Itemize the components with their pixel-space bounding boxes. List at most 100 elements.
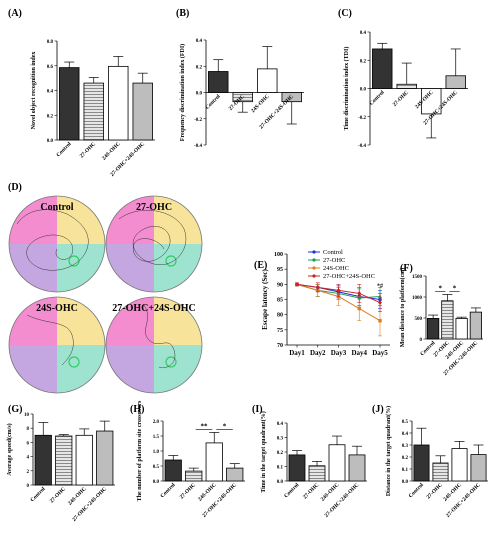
quadrant <box>57 345 105 393</box>
y-tick-label: 0.0 <box>47 139 54 144</box>
maze-3: 27-OHC+24S-OHC <box>105 296 203 394</box>
quadrant <box>106 345 154 393</box>
x-tick-label: Control <box>205 93 222 110</box>
y-axis-label: Time discrimination index (TDI) <box>343 47 350 131</box>
y-tick-label: 1.0 <box>153 450 160 455</box>
y-tick-label: 10 <box>24 413 30 418</box>
data-point <box>378 300 382 305</box>
legend-marker <box>312 274 316 278</box>
maze-1: 27-OHC <box>105 195 203 293</box>
maze-title: 27-OHC+24S-OHC <box>112 303 195 314</box>
pool-outline <box>8 296 106 394</box>
y-tick-label: 1.5 <box>153 435 160 440</box>
bar <box>132 82 153 141</box>
quadrant <box>106 196 154 244</box>
quadrant <box>9 297 57 345</box>
quadrant <box>57 196 105 244</box>
y-axis-label: The number of platform site crossovers <box>137 400 143 501</box>
legend-marker <box>312 250 316 254</box>
quadrant <box>57 244 105 292</box>
y-tick-label: 0.8 <box>47 40 54 45</box>
x-tick-label: Control <box>56 141 73 158</box>
y-tick-label: 2.0 <box>153 420 160 425</box>
y-tick-label: 70 <box>277 343 283 349</box>
bar <box>257 68 278 93</box>
x-tick-label: 24S-OHC <box>67 486 87 506</box>
y-tick-label: 4 <box>27 456 30 461</box>
maze-title: Control <box>40 202 73 213</box>
x-tick-label: 24S-OHC <box>101 141 121 161</box>
quadrant <box>106 297 154 345</box>
y-tick-label: 0.4 <box>196 39 203 44</box>
quadrant <box>154 297 202 345</box>
maze-title: 24S-OHC <box>36 303 78 314</box>
x-tick-label: 24S-OHC <box>250 94 270 114</box>
bar <box>205 442 223 482</box>
significance-label: * <box>439 284 443 292</box>
quadrant <box>9 345 57 393</box>
legend-label: 27-OHC+24S-OHC <box>323 273 375 280</box>
bar <box>427 318 440 340</box>
significance-label: * <box>223 422 227 430</box>
x-tick-label: Control <box>30 486 47 503</box>
panel-D: (D) Control 27-OHC 24S-OHC 27-OHC+24S-OHC <box>8 182 203 394</box>
x-tick-label: 27-OHC <box>79 141 97 159</box>
panel-F: (F) 0 500 1000 1500 Mean distance to platform… <box>399 263 483 377</box>
y-axis-label: Distance in the target quadrant(%) <box>385 406 392 496</box>
y-tick-label: 0.4 <box>360 31 367 36</box>
y-tick-label: 0.3 <box>277 437 284 442</box>
quadrant <box>154 196 202 244</box>
legend-label: 24S-OHC <box>323 265 349 272</box>
panel-H: (H) 0.0 0.5 1.0 1.5 2.0 The number of platform… <box>130 400 245 519</box>
x-tick-label: 27-OHC <box>302 482 320 500</box>
y-tick-label: 0.2 <box>277 451 284 456</box>
quadrant <box>57 297 105 345</box>
y-tick-label: -0.4 <box>194 144 202 149</box>
bar <box>59 67 80 141</box>
y-axis-label: Time in the target quadrant(%) <box>260 411 267 493</box>
maze-title: 27-OHC <box>136 202 172 213</box>
bar <box>396 83 417 89</box>
y-tick-label: 0.0 <box>153 480 160 485</box>
y-tick-label: 6 <box>27 441 30 446</box>
data-point <box>378 319 382 323</box>
panel-label: (F) <box>400 263 413 274</box>
bar <box>470 454 487 482</box>
pool-outline <box>105 195 203 293</box>
panel-label: (A) <box>8 8 22 19</box>
y-tick-label: 8 <box>27 427 30 432</box>
bar <box>96 430 114 486</box>
panel-label: (D) <box>8 182 22 193</box>
y-tick-label: 1500 <box>412 275 423 280</box>
pool-outline <box>105 296 203 394</box>
y-axis-label: Novel object recognition index <box>31 52 37 130</box>
data-point <box>336 288 341 293</box>
panel-label: (B) <box>176 8 189 19</box>
annotation: *# <box>377 283 383 289</box>
bar <box>451 448 468 482</box>
bar <box>372 48 393 89</box>
bar <box>34 434 52 486</box>
quadrant <box>154 345 202 393</box>
bar <box>83 82 104 141</box>
y-axis-label: Escape latency (Sec) <box>261 269 269 330</box>
x-tick-label: Control <box>369 89 386 106</box>
bar <box>185 470 203 482</box>
y-tick-label: -0.2 <box>358 116 366 121</box>
y-tick-label: 0.1 <box>402 468 409 473</box>
legend-marker <box>312 258 316 262</box>
y-axis-label: Mean distance to platform(cm) <box>399 268 406 347</box>
y-axis-label: Average speed(cm/s) <box>6 423 13 475</box>
y-tick-label: 0.2 <box>47 114 54 119</box>
y-tick-label: 500 <box>415 317 423 322</box>
x-tick-label: Day4 <box>351 349 367 357</box>
y-tick-label: 1000 <box>412 296 423 301</box>
swim-path <box>143 304 176 368</box>
y-tick-label: 0.0 <box>402 480 409 485</box>
quadrant <box>154 244 202 292</box>
bar <box>208 71 229 93</box>
quadrant <box>9 244 57 292</box>
panel-label: (G) <box>8 404 22 415</box>
pool-outline <box>8 195 106 293</box>
bar <box>108 65 129 141</box>
